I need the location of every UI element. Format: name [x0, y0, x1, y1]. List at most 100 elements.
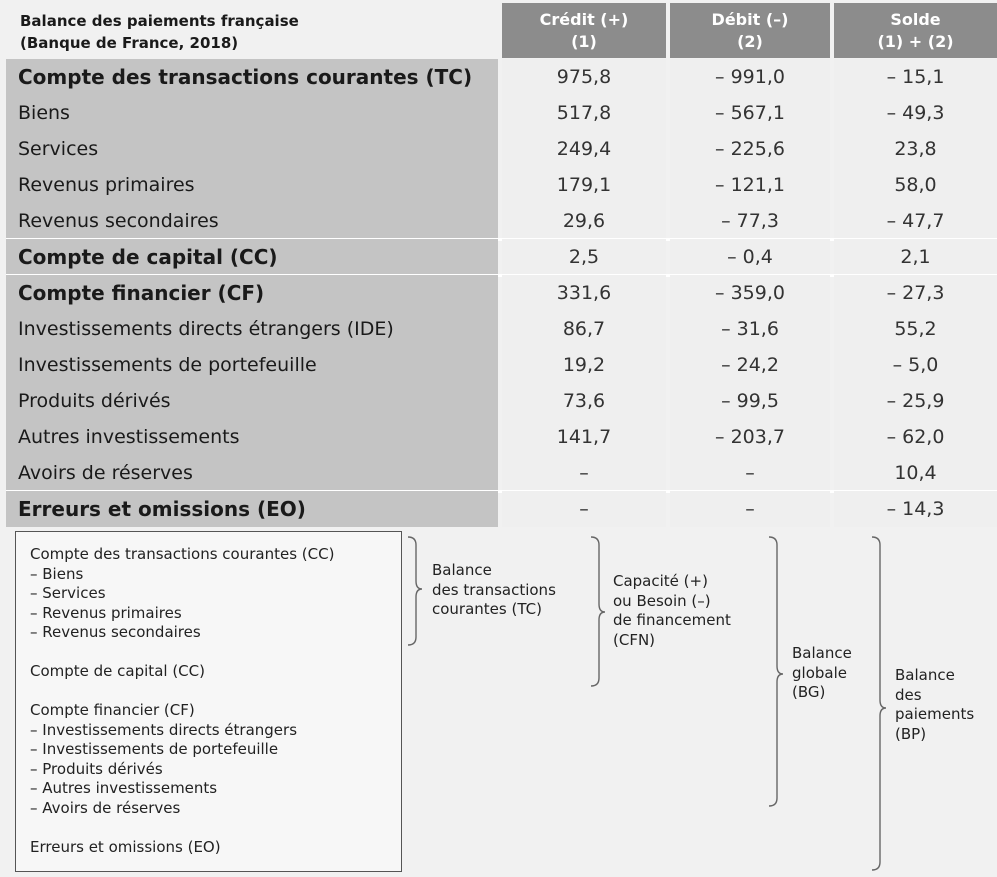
solde-value: – 62,0	[834, 419, 997, 455]
row-label: Services	[6, 131, 498, 167]
credit-value: 86,7	[502, 311, 666, 347]
solde-value: – 15,1	[834, 59, 997, 95]
credit-value: –	[502, 455, 666, 491]
label-bg-line: globale	[792, 663, 847, 682]
solde-value: – 14,3	[834, 491, 997, 527]
component-line: – Avoirs de réserves	[30, 798, 181, 817]
debit-value: – 567,1	[670, 95, 830, 131]
title-line-2: (Banque de France, 2018)	[20, 34, 239, 52]
table-row: Biens 517,8– 567,1– 49,3	[0, 95, 997, 131]
solde-value: 55,2	[834, 311, 997, 347]
row-label: Avoirs de réserves	[6, 455, 498, 491]
group-divider	[6, 490, 997, 493]
label-bp-line: paiements	[895, 705, 975, 723]
credit-value: 179,1	[502, 167, 666, 203]
debit-value: – 0,4	[670, 239, 830, 275]
table-row: Revenus primaires 179,1– 121,1 58,0	[0, 167, 997, 203]
label-bg-line: Balance	[792, 644, 852, 662]
table-row: Produits dérivés 73,6– 99,5– 25,9	[0, 383, 997, 419]
solde-value: – 47,7	[834, 203, 997, 239]
row-label: Investissements de portefeuille	[6, 347, 498, 383]
solde-value: – 27,3	[834, 275, 997, 311]
component-line: – Revenus primaires	[30, 603, 182, 622]
debit-value: – 225,6	[670, 131, 830, 167]
table-row: Investissements de portefeuille 19,2– 24,…	[0, 347, 997, 383]
component-line: – Investissements directs étrangers	[30, 720, 298, 739]
component-line: – Investissements de portefeuille	[30, 740, 279, 758]
label-bp-line: des	[895, 685, 922, 704]
row-label: Erreurs et omissions (EO)	[6, 491, 498, 527]
solde-value: – 5,0	[834, 347, 997, 383]
label-cfn-line: Capacité (+)	[613, 572, 708, 590]
row-label: Revenus primaires	[6, 167, 498, 203]
row-label: Compte financier (CF)	[6, 275, 498, 311]
debit-value: – 31,6	[670, 311, 830, 347]
solde-value: 23,8	[834, 131, 997, 167]
label-bg-line: (BG)	[792, 683, 826, 701]
component-line: Erreurs et omissions (EO)	[30, 837, 221, 856]
row-label: Compte de capital (CC)	[6, 239, 498, 275]
solde-value: 58,0	[834, 167, 997, 203]
group-divider	[6, 238, 997, 241]
debit-value: – 203,7	[670, 419, 830, 455]
label-bp-line: Balance	[895, 666, 955, 684]
brace-bp	[871, 536, 887, 871]
components-box: Compte des transactions courantes (CC) – …	[15, 531, 402, 872]
header-credit-index: (1)	[571, 31, 597, 51]
component-line: – Autres investissements	[30, 779, 218, 797]
header-solde: Solde (1) + (2)	[834, 3, 997, 58]
label-tc-line: courantes (TC)	[432, 600, 542, 618]
label-tc-line: des transactions	[432, 580, 556, 599]
table-row: Compte de capital (CC) 2,5– 0,4 2,1	[0, 239, 997, 275]
brace-bg	[768, 536, 784, 807]
table-row: Investissements directs étrangers (IDE) 8…	[0, 311, 997, 347]
credit-value: 975,8	[502, 59, 666, 95]
label-cfn-line: de financement	[613, 611, 731, 629]
debit-value: – 24,2	[670, 347, 830, 383]
table-row: Compte des transactions courantes (TC) 97…	[0, 59, 997, 95]
table-title: Balance des paiements française (Banque …	[20, 10, 490, 54]
solde-value: 10,4	[834, 455, 997, 491]
row-label: Compte des transactions courantes (TC)	[6, 59, 498, 95]
table-row: Compte financier (CF) 331,6– 359,0– 27,3	[0, 275, 997, 311]
row-label: Revenus secondaires	[6, 203, 498, 239]
header-debit-label: Débit (–)	[711, 9, 789, 29]
debit-value: –	[670, 491, 830, 527]
component-line: Compte de capital (CC)	[30, 662, 205, 680]
title-line-1: Balance des paiements française	[20, 12, 299, 30]
label-cfn: Capacité (+) ou Besoin (–) de financemen…	[613, 572, 731, 650]
row-label: Produits dérivés	[6, 383, 498, 419]
credit-value: 29,6	[502, 203, 666, 239]
debit-value: –	[670, 455, 830, 491]
header-debit-index: (2)	[737, 31, 763, 51]
component-line: – Produits dérivés	[30, 759, 163, 778]
group-divider	[6, 274, 997, 277]
row-label: Biens	[6, 95, 498, 131]
row-label: Investissements directs étrangers (IDE)	[6, 311, 498, 347]
debit-value: – 99,5	[670, 383, 830, 419]
row-label: Autres investissements	[6, 419, 498, 455]
component-line: – Services	[30, 584, 106, 602]
label-tc: Balance des transactions courantes (TC)	[432, 561, 556, 620]
header-solde-index: (1) + (2)	[877, 31, 954, 51]
component-line: – Biens	[30, 564, 84, 583]
label-bg: Balance globale (BG)	[792, 644, 852, 703]
component-line: Compte financier (CF)	[30, 701, 195, 719]
solde-value: 2,1	[834, 239, 997, 275]
solde-value: – 49,3	[834, 95, 997, 131]
credit-value: 517,8	[502, 95, 666, 131]
table-row: Erreurs et omissions (EO) – – – 14,3	[0, 491, 997, 527]
components-list: Compte des transactions courantes (CC) – …	[30, 545, 401, 857]
header-solde-label: Solde	[890, 9, 941, 29]
credit-value: 249,4	[502, 131, 666, 167]
table-row: Revenus secondaires 29,6– 77,3– 47,7	[0, 203, 997, 239]
credit-value: 2,5	[502, 239, 666, 275]
label-bp-line: (BP)	[895, 724, 927, 743]
component-line: Compte des transactions courantes (CC)	[30, 545, 335, 563]
credit-value: –	[502, 491, 666, 527]
label-tc-line: Balance	[432, 561, 492, 579]
label-cfn-line: ou Besoin (–)	[613, 591, 711, 610]
header-credit: Crédit (+) (1)	[502, 3, 666, 58]
debit-value: – 77,3	[670, 203, 830, 239]
